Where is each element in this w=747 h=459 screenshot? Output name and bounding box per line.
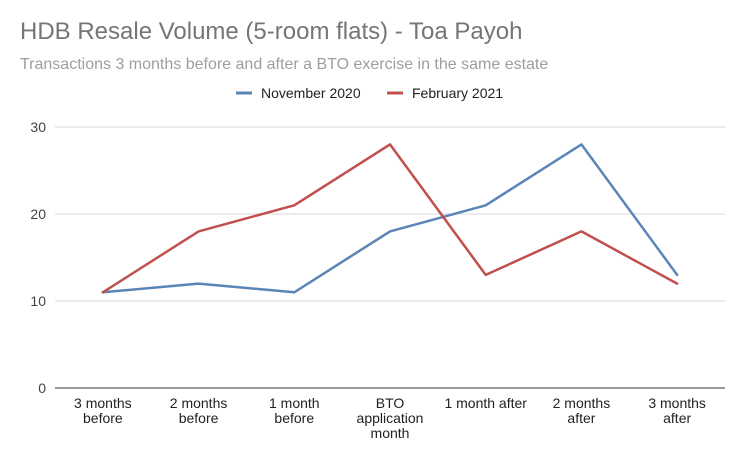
chart-title: HDB Resale Volume (5-room flats) - Toa P… — [20, 18, 523, 45]
x-tick-label-line: 2 months — [170, 395, 228, 411]
y-tick-label: 10 — [30, 293, 46, 309]
x-tick-label-line: after — [567, 410, 595, 426]
x-tick-label: 2 months after — [553, 395, 611, 426]
x-tick-label: 3 months after — [648, 395, 706, 426]
x-tick-label-line: 1 month after — [444, 395, 527, 411]
x-tick-label-line: after — [663, 410, 691, 426]
x-tick-label: BTO application month — [357, 395, 424, 441]
x-tick-label-line: 3 months — [74, 395, 132, 411]
x-tick-label: 3 months before — [74, 395, 132, 426]
x-tick-label-line: application — [357, 410, 424, 426]
x-tick-label: 1 month after — [444, 395, 527, 411]
x-tick-label-line: 3 months — [648, 395, 706, 411]
x-tick-label-line: before — [274, 410, 314, 426]
y-tick-label: 20 — [30, 206, 46, 222]
series-line-1 — [101, 143, 679, 294]
series-line-2 — [101, 143, 679, 294]
y-tick-label: 0 — [38, 380, 46, 396]
x-tick-label-line: 1 month — [269, 395, 320, 411]
chart-subtitle: Transactions 3 months before and after a… — [20, 56, 549, 73]
y-tick-label: 30 — [30, 119, 46, 135]
x-tick-label-line: before — [179, 410, 219, 426]
legend-label: February 2021 — [412, 85, 503, 101]
x-tick-label: 2 months before — [170, 395, 228, 426]
legend-label: November 2020 — [261, 85, 361, 101]
x-tick-label-line: BTO — [376, 395, 405, 411]
x-tick-label-line: before — [83, 410, 123, 426]
x-tick-label-line: 2 months — [553, 395, 611, 411]
x-tick-label-line: month — [371, 425, 410, 441]
x-tick-label: 1 month before — [269, 395, 320, 426]
